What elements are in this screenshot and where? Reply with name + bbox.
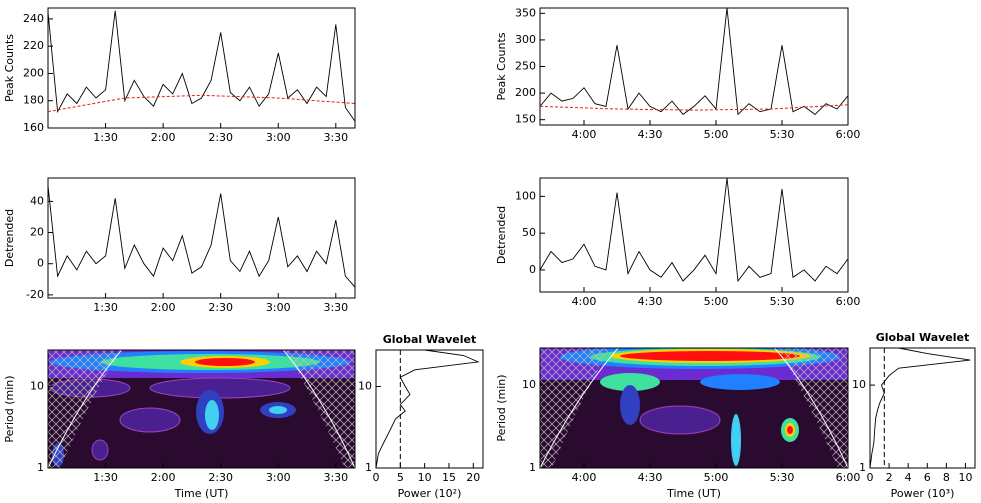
y-tick-label: 160 <box>23 121 44 134</box>
plot-frame <box>47 349 356 469</box>
y-tick-label: 10 <box>522 378 536 391</box>
x-tick-label: 5:30 <box>770 128 795 141</box>
data-line <box>47 10 356 122</box>
x-tick-label: 2:30 <box>208 471 233 484</box>
y-tick-label: 220 <box>23 39 44 52</box>
data-line <box>47 185 356 288</box>
x-tick-label: 6:00 <box>836 128 861 141</box>
x-tick-label: 4 <box>905 471 912 484</box>
y-tick-label: 150 <box>515 113 536 126</box>
y-tick-label: 20 <box>30 226 44 239</box>
y-tick-label: 0 <box>37 257 44 270</box>
x-tick-label: 3:30 <box>323 471 348 484</box>
x-tick-label: 2:30 <box>208 131 233 144</box>
plot-frame <box>375 349 484 469</box>
y-tick-label: 100 <box>515 189 536 202</box>
x-tick-label: 5 <box>397 471 404 484</box>
x-tick-label: 2:00 <box>151 301 176 314</box>
x-tick-label: 1:30 <box>93 131 118 144</box>
x-tick-label: 5:30 <box>770 295 795 308</box>
x-tick-label: 4:00 <box>572 295 597 308</box>
x-tick-label: 4:00 <box>572 128 597 141</box>
plot-frame <box>47 7 356 129</box>
x-axis-label: Time (UT) <box>666 487 721 500</box>
data-line <box>47 94 356 113</box>
x-tick-label: 2:00 <box>151 131 176 144</box>
x-tick-label: 5:00 <box>704 471 729 484</box>
y-axis-label: Peak Counts <box>495 32 508 100</box>
x-tick-label: 5:00 <box>704 128 729 141</box>
chart-title: Global Wavelet <box>876 331 970 344</box>
x-tick-label: 2:00 <box>151 471 176 484</box>
y-tick-label: 1 <box>37 461 44 474</box>
x-tick-label: 4:30 <box>638 471 663 484</box>
x-tick-label: 2 <box>886 471 893 484</box>
x-tick-label: 10 <box>958 471 972 484</box>
x-tick-label: 2:30 <box>208 301 233 314</box>
y-axis-label: Period (min) <box>495 374 508 441</box>
y-tick-label: 350 <box>515 6 536 19</box>
x-tick-label: 6 <box>924 471 931 484</box>
x-axis-label: Time (UT) <box>174 487 229 500</box>
y-tick-label: 40 <box>30 194 44 207</box>
y-axis-label: Detrended <box>3 209 16 267</box>
x-tick-label: 4:30 <box>638 128 663 141</box>
chart-title: Global Wavelet <box>383 333 477 346</box>
x-tick-label: 0 <box>867 471 874 484</box>
y-tick-label: 1 <box>365 461 372 474</box>
data-line <box>375 349 480 469</box>
x-tick-label: 3:00 <box>266 471 291 484</box>
y-tick-label: 1 <box>529 461 536 474</box>
x-tick-label: 5:30 <box>770 471 795 484</box>
x-tick-label: 10 <box>418 471 432 484</box>
x-tick-label: 4:00 <box>572 471 597 484</box>
y-tick-label: 300 <box>515 33 536 46</box>
y-tick-label: 240 <box>23 12 44 25</box>
plot-frame <box>539 347 849 469</box>
y-axis-label: Period (min) <box>3 375 16 442</box>
x-tick-label: 6:00 <box>836 471 861 484</box>
x-tick-label: 20 <box>466 471 480 484</box>
data-line <box>539 177 849 283</box>
y-tick-label: 10 <box>852 378 866 391</box>
y-tick-label: 180 <box>23 94 44 107</box>
data-line <box>869 347 971 469</box>
x-tick-label: 6:00 <box>836 295 861 308</box>
y-tick-label: 200 <box>515 86 536 99</box>
y-axis-label: Peak Counts <box>3 34 16 102</box>
x-axis-label: Power (10³) <box>891 487 955 500</box>
wavelet-spectrum <box>540 348 848 468</box>
x-axis-label: Power (10²) <box>398 487 462 500</box>
y-tick-label: 0 <box>529 263 536 276</box>
y-tick-label: 200 <box>23 66 44 79</box>
y-tick-label: 1 <box>859 461 866 474</box>
y-tick-label: 250 <box>515 60 536 73</box>
y-tick-label: 50 <box>522 226 536 239</box>
y-tick-label: 10 <box>30 379 44 392</box>
y-tick-label: -20 <box>26 288 44 301</box>
x-tick-label: 8 <box>943 471 950 484</box>
plot-frame <box>47 177 356 299</box>
x-tick-label: 3:00 <box>266 301 291 314</box>
x-tick-label: 4:30 <box>638 295 663 308</box>
data-line <box>539 104 849 111</box>
x-tick-label: 15 <box>442 471 456 484</box>
y-axis-label: Detrended <box>495 206 508 264</box>
plot-frame <box>869 347 976 469</box>
x-tick-label: 3:00 <box>266 131 291 144</box>
x-tick-label: 5:00 <box>704 295 729 308</box>
x-tick-label: 3:30 <box>323 301 348 314</box>
x-tick-label: 1:30 <box>93 301 118 314</box>
x-tick-label: 3:30 <box>323 131 348 144</box>
wavelet-spectrum <box>48 350 355 468</box>
x-tick-label: 1:30 <box>93 471 118 484</box>
plot-frame <box>539 177 849 293</box>
data-line <box>539 7 849 116</box>
x-tick-label: 0 <box>373 471 380 484</box>
y-tick-label: 10 <box>358 379 372 392</box>
